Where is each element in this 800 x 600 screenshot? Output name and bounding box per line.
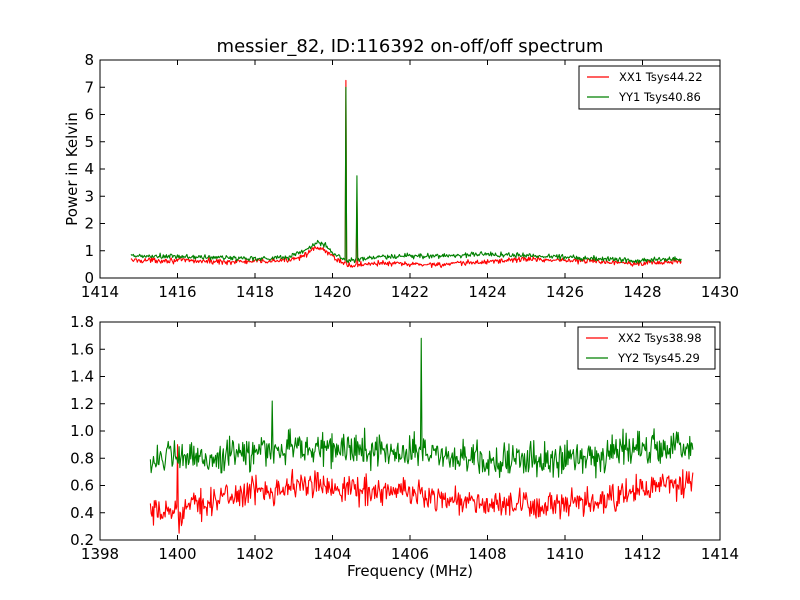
y-tick-label: 0.8 — [70, 449, 94, 467]
x-tick-label: 1422 — [391, 283, 429, 301]
y-tick-label: 0.2 — [70, 531, 94, 549]
x-tick-label: 1430 — [701, 283, 739, 301]
x-tick-label: 1414 — [81, 283, 119, 301]
y-tick-label: 4 — [84, 160, 94, 178]
series-line-xx — [149, 444, 694, 534]
y-tick-label: 1.6 — [70, 340, 94, 358]
legend-box — [577, 326, 716, 370]
y-tick-label: 0.6 — [70, 477, 94, 495]
chart-title: messier_82, ID:116392 on-off/off spectru… — [217, 36, 604, 57]
x-axis-label: Frequency (MHz) — [347, 562, 473, 580]
series-group — [149, 337, 694, 534]
x-tick-label: 1426 — [546, 283, 584, 301]
y-tick-label: 1.8 — [70, 313, 94, 331]
x-tick-label: 1410 — [546, 545, 584, 563]
y-tick-label: 2 — [84, 215, 94, 233]
y-axis-label: Power in Kelvin — [63, 112, 81, 226]
legend: XX2 Tsys38.98 YY2 Tsys45.29 — [577, 326, 716, 370]
x-tick-label: 1412 — [623, 545, 661, 563]
bottom-panel: 1398 1400 1402 1404 1406 1408 1410 1412 1414 0.2 0… — [70, 313, 739, 580]
series-line-yy — [149, 337, 694, 479]
y-tick-label: 8 — [84, 51, 94, 69]
x-tick-label: 1402 — [236, 545, 274, 563]
y-tick-label: 0 — [84, 269, 94, 287]
legend-label: YY1 Tsys40.86 — [618, 90, 701, 104]
x-tick-label: 1408 — [468, 545, 506, 563]
x-tick-label: 1414 — [701, 545, 739, 563]
y-tick-label: 3 — [84, 187, 94, 205]
y-tick-label: 7 — [84, 78, 94, 96]
y-tick-label: 1.4 — [70, 368, 94, 386]
x-tick-label: 1428 — [623, 283, 661, 301]
y-tick-label: 1.2 — [70, 395, 94, 413]
x-tick-label: 1420 — [313, 283, 351, 301]
legend: XX1 Tsys44.22 YY1 Tsys40.86 — [578, 65, 721, 110]
x-tick-label: 1418 — [236, 283, 274, 301]
y-tick-label: 1 — [84, 242, 94, 260]
x-tick-label: 1404 — [313, 545, 351, 563]
y-tick-label: 0.4 — [70, 504, 94, 522]
legend-label: XX1 Tsys44.22 — [619, 70, 703, 84]
x-tick-label: 1424 — [468, 283, 506, 301]
x-tick-label: 1398 — [81, 545, 119, 563]
x-tick-label: 1416 — [158, 283, 196, 301]
legend-label: XX2 Tsys38.98 — [618, 331, 702, 345]
series-group — [130, 79, 682, 269]
y-tick-label: 6 — [84, 106, 94, 124]
x-tick-label: 1406 — [391, 545, 429, 563]
legend-label: YY2 Tsys45.29 — [617, 351, 700, 365]
top-panel: 1414 1416 1418 1420 1422 1424 1426 1428 1430 0 1 2 3… — [63, 51, 739, 301]
series-line-yy — [130, 86, 682, 264]
x-tick-label: 1400 — [158, 545, 196, 563]
legend-box — [578, 65, 721, 110]
y-tick-label: 5 — [84, 133, 94, 151]
y-tick-label: 1.0 — [70, 422, 94, 440]
